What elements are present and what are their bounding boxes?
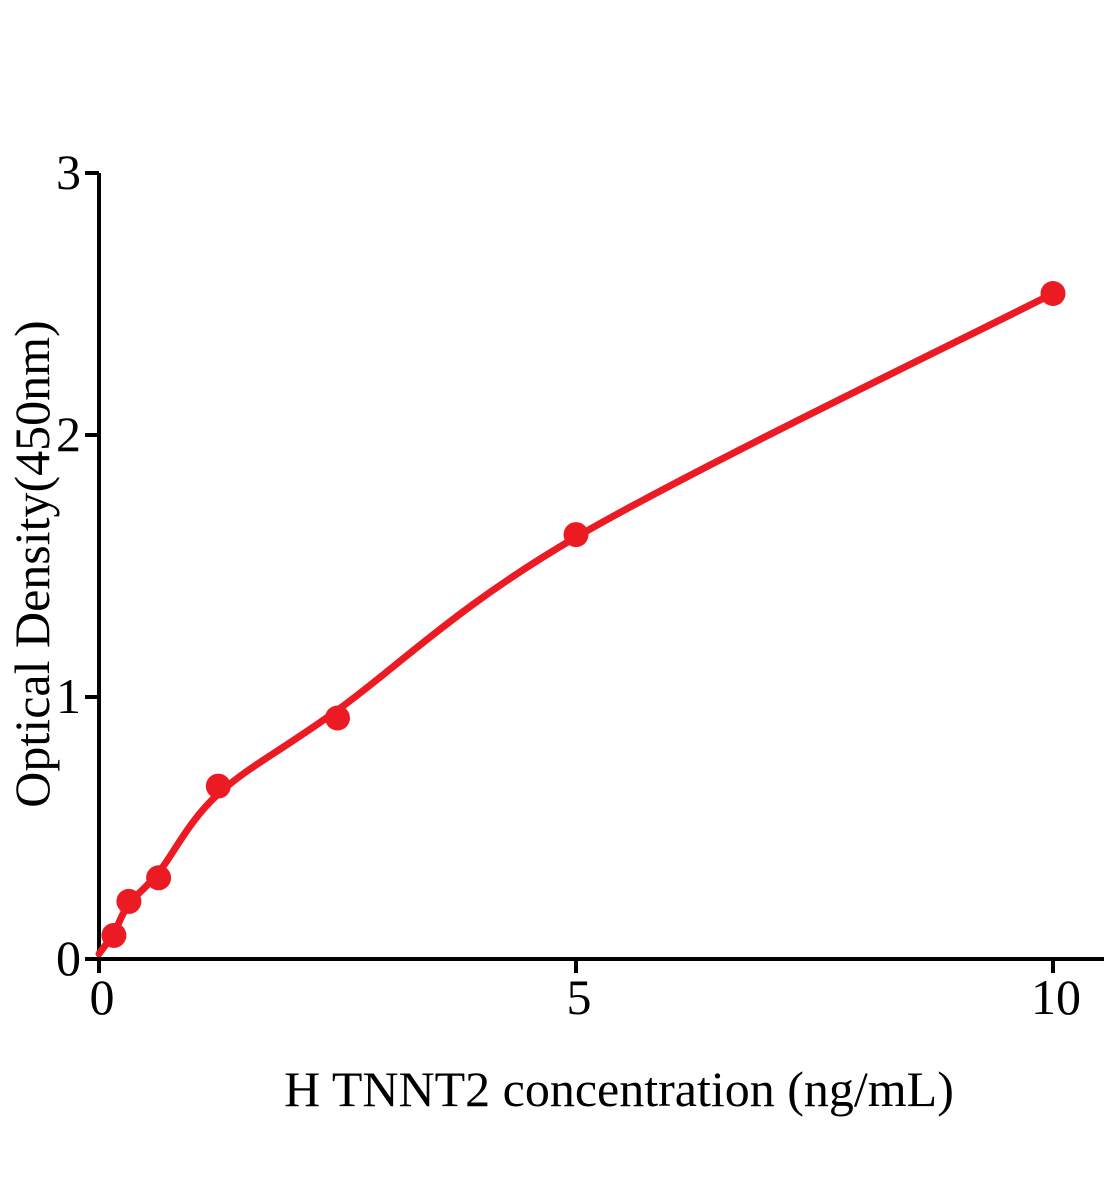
data-point — [1040, 281, 1066, 306]
data-point — [101, 922, 127, 948]
y-tick-label: 3 — [56, 144, 81, 200]
data-point — [563, 522, 589, 548]
y-tick-label: 2 — [56, 406, 81, 462]
y-axis-title: Optical Density(450nm) — [4, 320, 60, 808]
y-tick-label: 1 — [56, 668, 81, 724]
x-tick-label: 5 — [567, 969, 592, 1025]
data-point — [146, 865, 172, 891]
data-point — [116, 888, 142, 914]
data-point — [205, 773, 231, 799]
fit-curve — [95, 290, 1057, 958]
x-axis-title: H TNNT2 concentration (ng/mL) — [284, 1061, 954, 1117]
data-point — [325, 705, 350, 731]
x-tick-label: 10 — [1031, 969, 1081, 1025]
y-tick-label: 0 — [56, 930, 81, 986]
x-tick-label: 0 — [90, 969, 115, 1025]
